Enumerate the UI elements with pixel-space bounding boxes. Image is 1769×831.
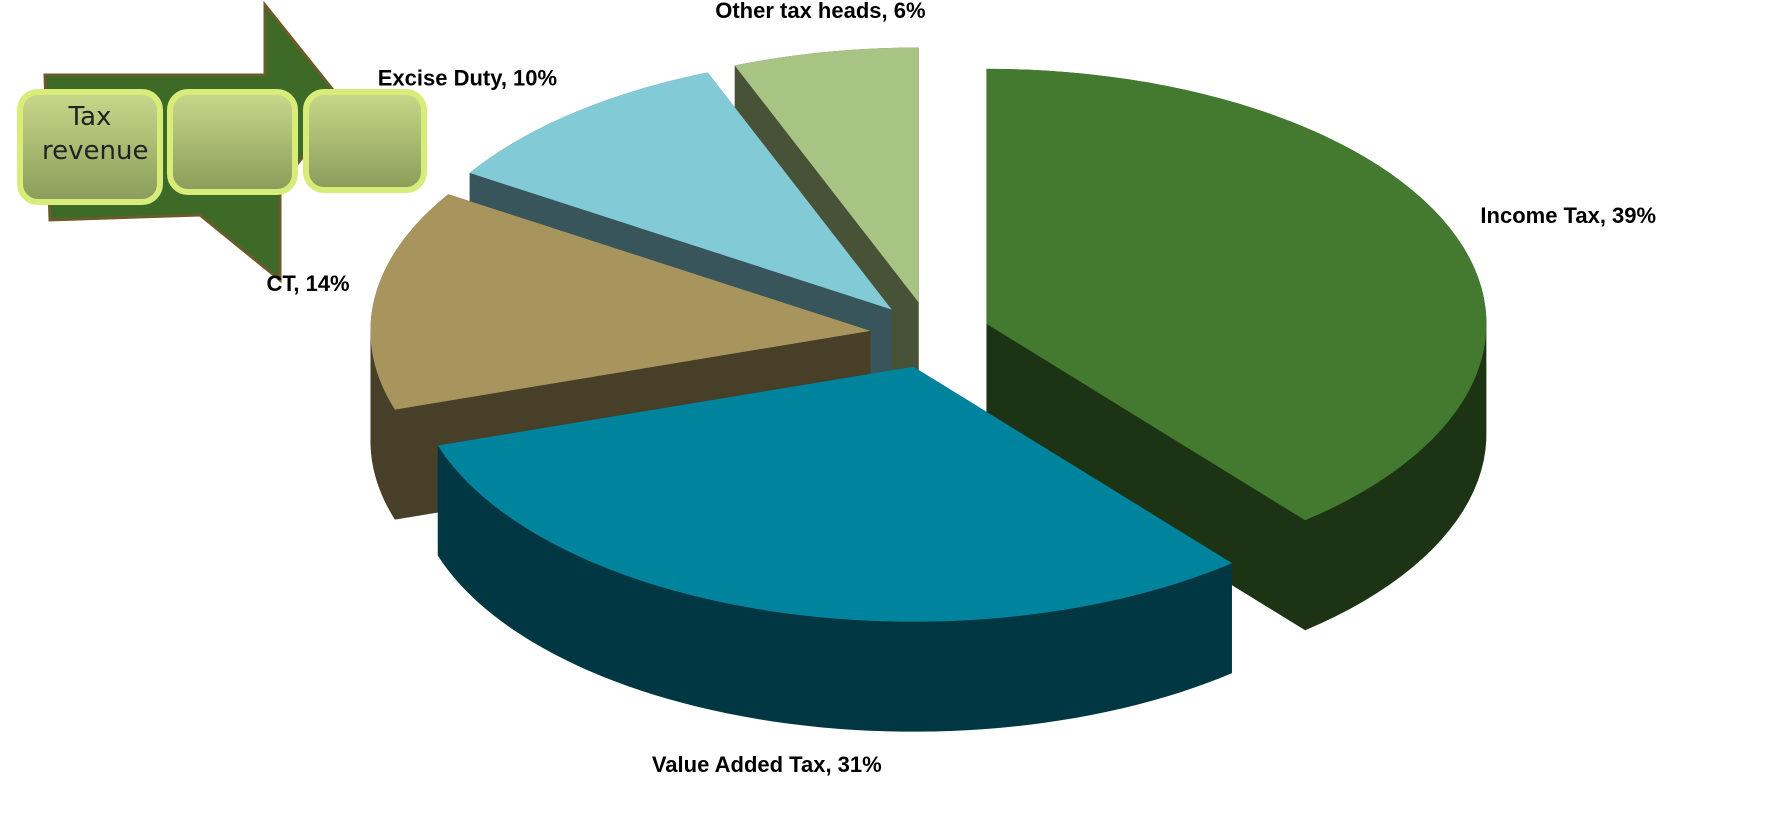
callout-box <box>303 89 427 193</box>
slice <box>469 72 892 310</box>
callout-text: Tax revenue <box>42 102 149 166</box>
callout-box <box>17 89 163 205</box>
pie: Income Tax, 39% Value Added Tax, 31% CT, 1… <box>266 0 1656 777</box>
data-label: Other tax heads, 6% <box>715 0 925 23</box>
callout-graphic: Tax revenue <box>17 0 427 284</box>
slice <box>370 194 871 410</box>
slice <box>734 47 919 303</box>
callout-text-box: Tax revenue <box>42 102 149 166</box>
data-label: Excise Duty, 10% <box>378 65 557 90</box>
data-label: CT, 14% <box>266 271 349 296</box>
callout-box <box>167 89 298 195</box>
data-label: Value Added Tax, 31% <box>652 752 882 777</box>
slice <box>437 366 1232 622</box>
data-label: Income Tax, 39% <box>1480 203 1656 228</box>
slice <box>986 68 1487 521</box>
